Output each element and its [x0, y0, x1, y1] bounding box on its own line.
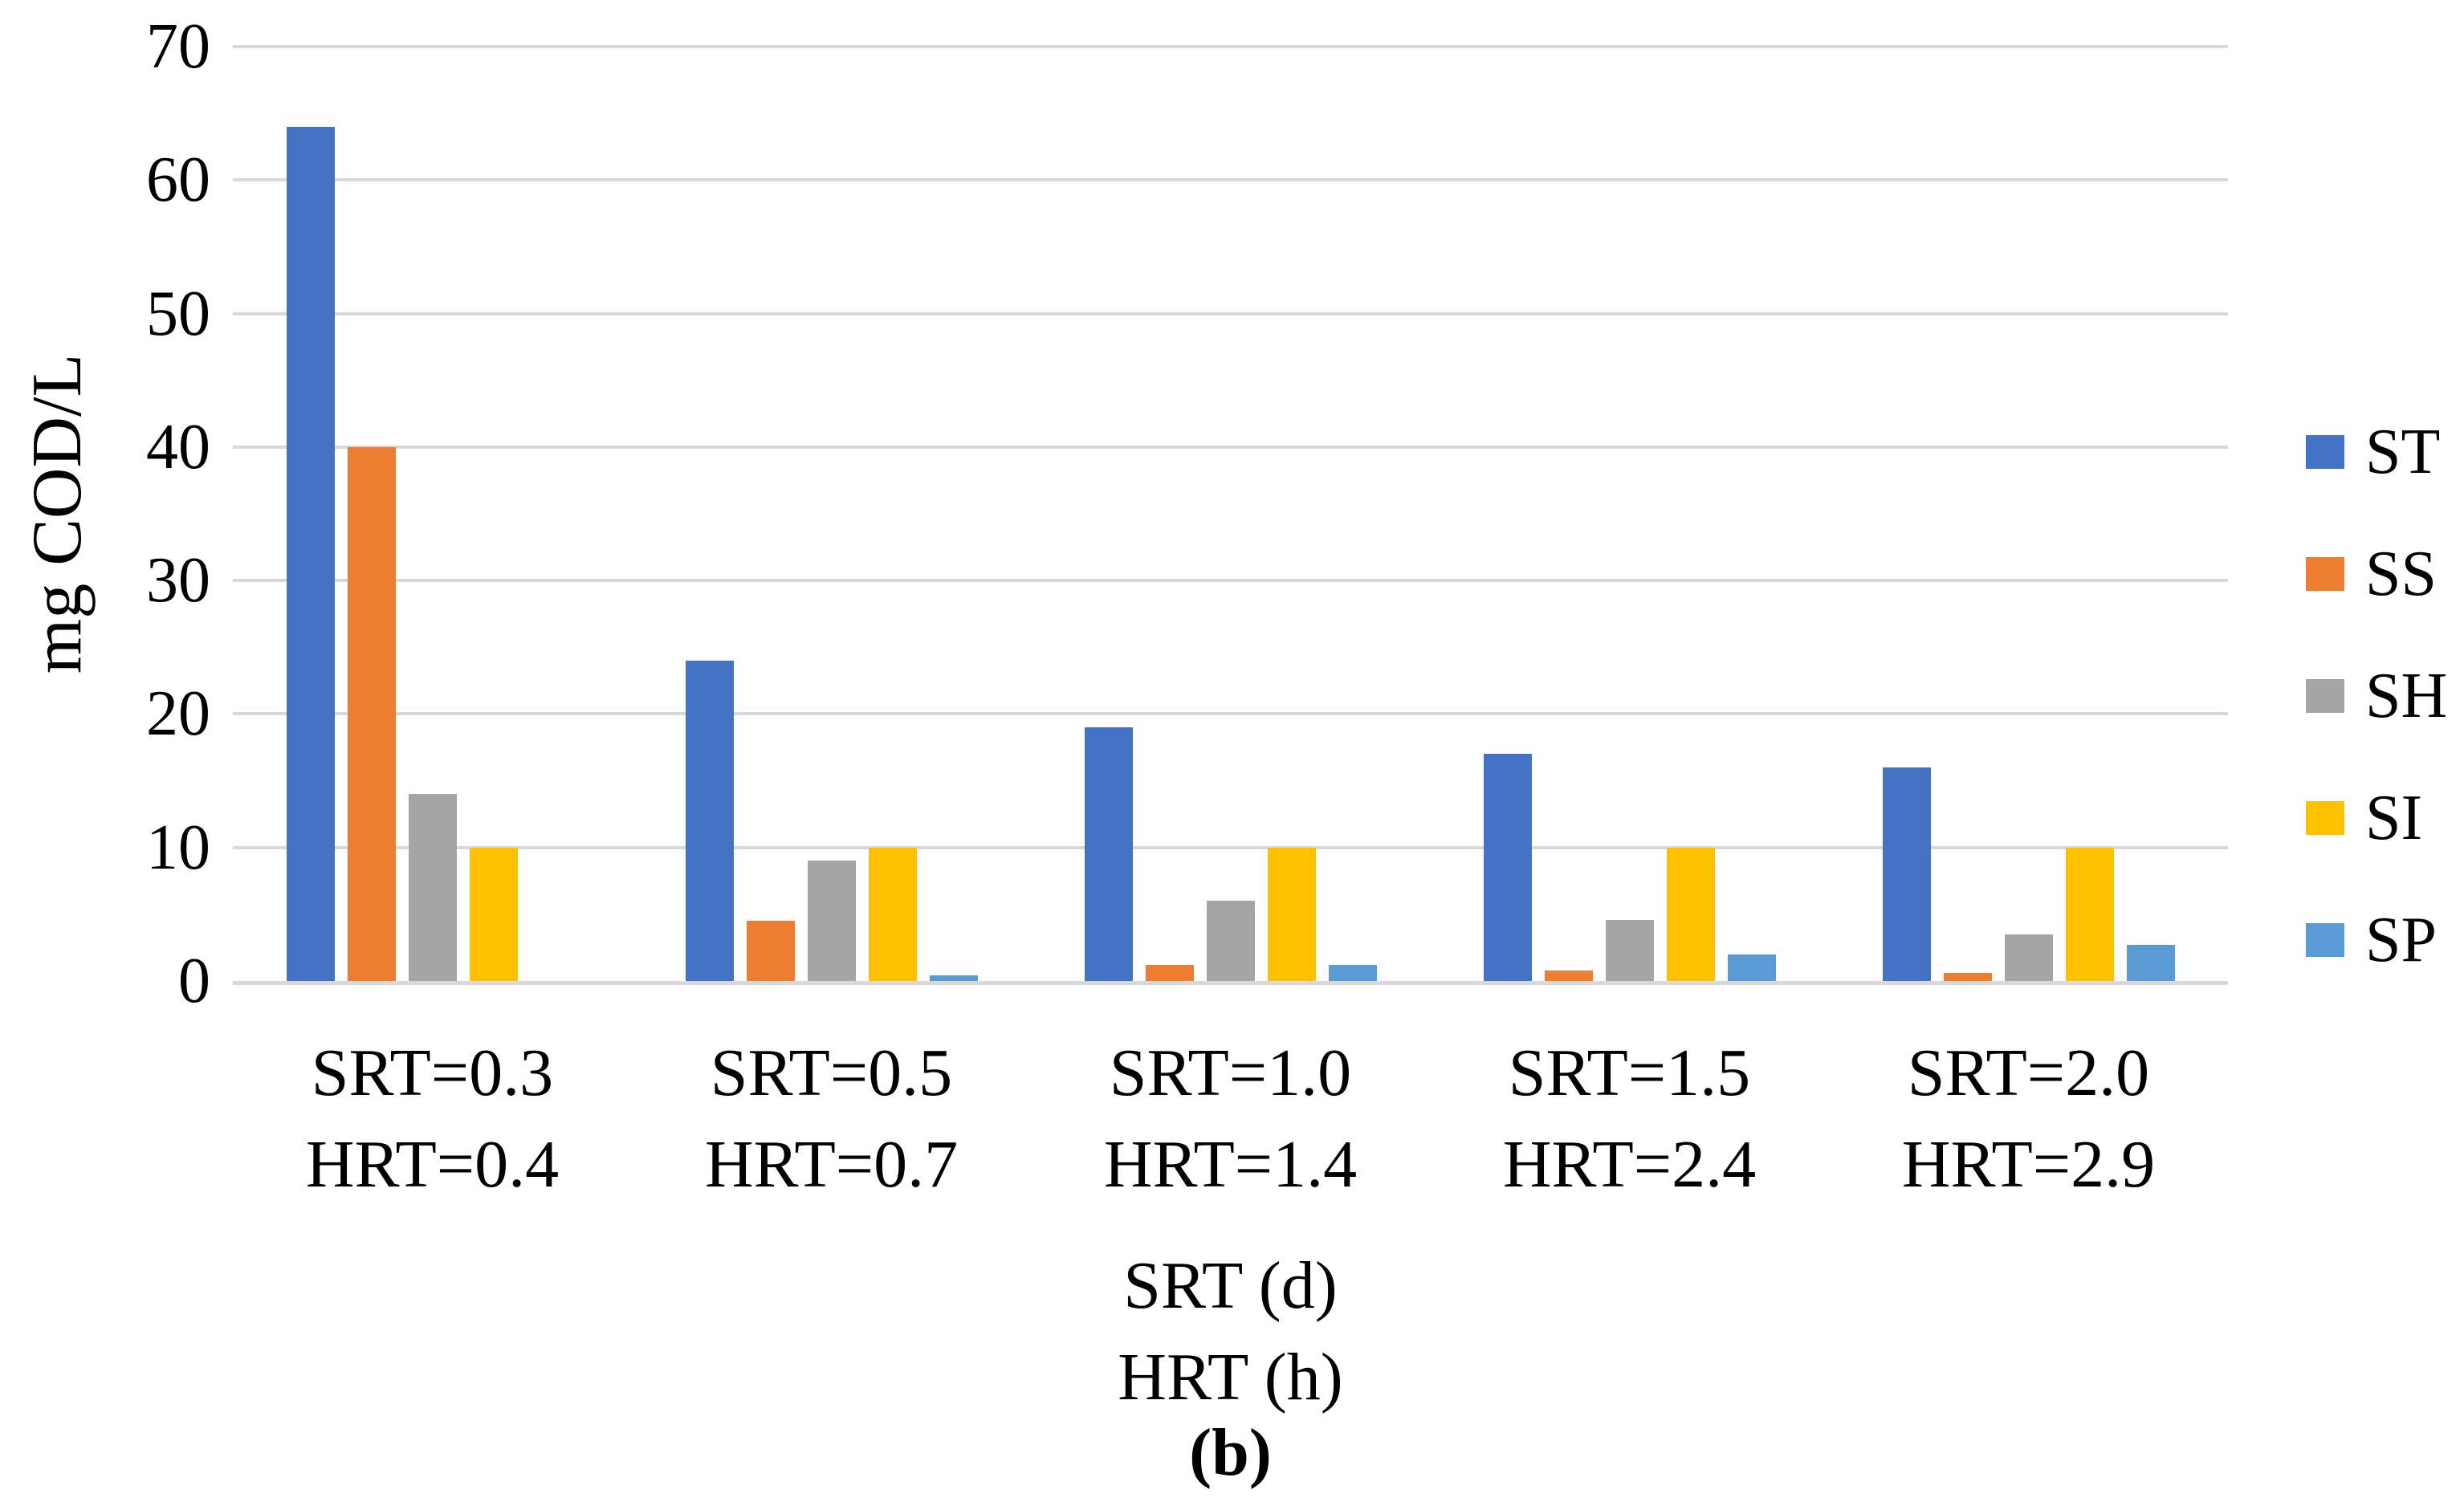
category-label: SRT=0.5 HRT=0.7	[632, 1028, 1031, 1211]
category-label: SRT=0.3 HRT=0.4	[233, 1028, 632, 1211]
bar-group	[233, 47, 632, 981]
bar-sp-3	[1328, 965, 1377, 981]
y-tick-label: 70	[146, 11, 210, 82]
y-tick-label: 10	[146, 812, 210, 883]
bar-sh-3	[1206, 901, 1255, 981]
y-axis-tick-labels: 0 10 20 30 40 50 60 70	[0, 14, 210, 1013]
category-label: SRT=1.0 HRT=1.4	[1031, 1028, 1430, 1211]
legend-label: SP	[2365, 905, 2437, 975]
bar-st-2	[685, 660, 734, 981]
gridline	[233, 845, 2228, 849]
legend-swatch-icon	[2306, 923, 2344, 957]
category-label-hrt: HRT=0.7	[704, 1127, 959, 1202]
bar-si-3	[1267, 847, 1316, 981]
gridline	[233, 712, 2228, 716]
x-axis-title: SRT (d) HRT (h)	[233, 1240, 2228, 1423]
bar-group	[1829, 47, 2228, 981]
bar-groups	[233, 47, 2228, 981]
category-label-hrt: HRT=2.4	[1502, 1127, 1757, 1202]
x-axis-category-labels: SRT=0.3 HRT=0.4 SRT=0.5 HRT=0.7 SRT=1.0 HRT=1…	[233, 1028, 2228, 1211]
bar-si-5	[2065, 847, 2114, 981]
bar-st-1	[286, 126, 335, 981]
plot-area	[233, 45, 2228, 985]
bar-ss-3	[1145, 965, 1194, 981]
x-axis-title-line2: HRT (h)	[1118, 1340, 1343, 1414]
bar-group	[1031, 47, 1430, 981]
legend-item-si: SI	[2306, 780, 2447, 856]
bar-sh-4	[1605, 919, 1654, 981]
legend-label: SI	[2365, 783, 2423, 853]
legend-item-sp: SP	[2306, 902, 2447, 978]
category-label-srt: SRT=2.0	[1907, 1036, 2150, 1110]
bar-sp-4	[1727, 954, 1776, 981]
bar-ss-4	[1544, 970, 1593, 981]
gridline	[233, 579, 2228, 583]
category-label: SRT=1.5 HRT=2.4	[1430, 1028, 1829, 1211]
gridline	[233, 178, 2228, 182]
bar-sh-1	[408, 794, 457, 981]
y-tick-label: 50	[146, 278, 210, 349]
bar-si-1	[469, 847, 518, 981]
bar-si-4	[1666, 847, 1715, 981]
bar-ss-1	[347, 446, 396, 981]
category-label-srt: SRT=1.0	[1109, 1036, 1352, 1110]
category-label-hrt: HRT=1.4	[1103, 1127, 1358, 1202]
legend-swatch-icon	[2306, 801, 2344, 835]
y-tick-label: 0	[178, 946, 210, 1016]
category-label-srt: SRT=0.3	[311, 1036, 554, 1110]
legend-swatch-icon	[2306, 435, 2344, 469]
legend-label: SS	[2365, 539, 2437, 609]
bar-group	[1430, 47, 1829, 981]
bar-ss-5	[1943, 973, 1992, 981]
bar-group	[632, 47, 1031, 981]
legend-swatch-icon	[2306, 679, 2344, 713]
x-axis-title-line1: SRT (d)	[1123, 1248, 1338, 1323]
bar-st-4	[1483, 754, 1532, 981]
bar-ss-2	[746, 921, 795, 981]
legend-item-sh: SH	[2306, 658, 2447, 734]
bar-st-3	[1084, 727, 1133, 981]
bar-si-2	[868, 847, 917, 981]
category-label-srt: SRT=1.5	[1508, 1036, 1751, 1110]
y-tick-label: 20	[146, 678, 210, 750]
legend-item-ss: SS	[2306, 536, 2447, 612]
gridline	[233, 45, 2228, 48]
gridline	[233, 311, 2228, 315]
y-tick-label: 60	[146, 144, 210, 216]
legend-label: SH	[2365, 661, 2448, 731]
gridline	[233, 445, 2228, 449]
bar-st-5	[1882, 767, 1931, 981]
category-label-hrt: HRT=2.9	[1901, 1127, 2156, 1202]
bar-sh-5	[2004, 934, 2053, 981]
category-label-hrt: HRT=0.4	[305, 1127, 560, 1202]
bar-sp-2	[929, 975, 978, 981]
legend-label: ST	[2365, 417, 2441, 487]
y-tick-label: 40	[146, 411, 210, 482]
category-label-srt: SRT=0.5	[710, 1036, 953, 1110]
legend-item-st: ST	[2306, 414, 2447, 490]
bar-sp-5	[2126, 945, 2175, 981]
legend-swatch-icon	[2306, 557, 2344, 591]
bar-sh-2	[807, 861, 856, 981]
figure-caption: (b)	[1189, 1415, 1272, 1490]
y-tick-label: 30	[146, 545, 210, 617]
legend: ST SS SH SI SP	[2306, 414, 2447, 978]
category-label: SRT=2.0 HRT=2.9	[1829, 1028, 2228, 1211]
